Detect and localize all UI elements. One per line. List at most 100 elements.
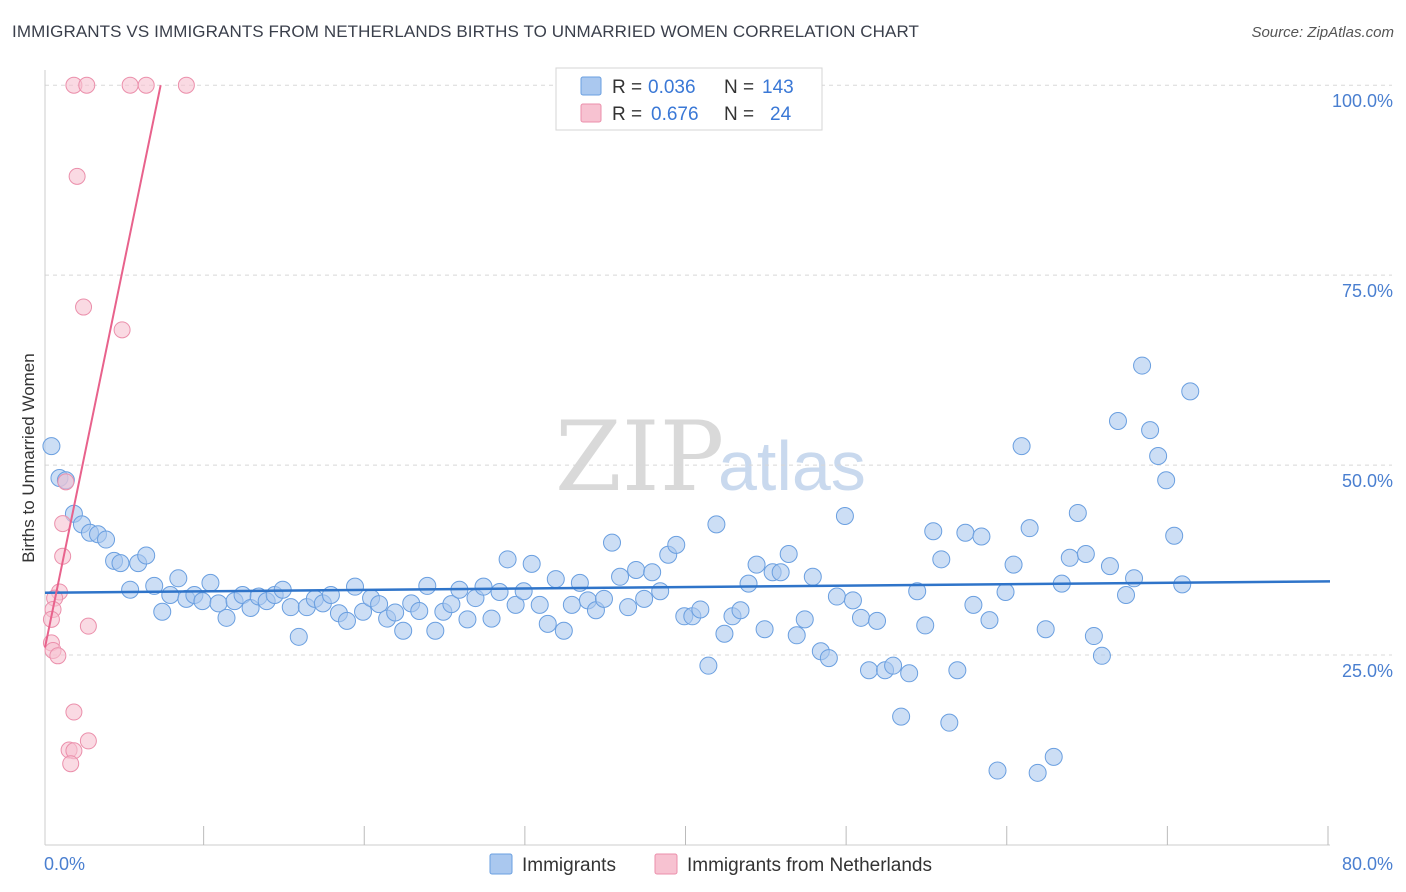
series-netherlands-points	[42, 76, 195, 773]
watermark-atlas: atlas	[718, 427, 866, 505]
series-legend-swatch-immigrants	[489, 853, 513, 875]
legend-r-value-2: 0.676	[651, 104, 699, 125]
data-point	[1044, 747, 1063, 766]
data-point	[1141, 421, 1160, 440]
data-point	[924, 522, 943, 541]
data-point	[111, 554, 130, 573]
data-point	[611, 567, 630, 586]
data-point	[426, 621, 445, 640]
data-point	[49, 647, 67, 665]
stats-legend-swatch-netherlands	[580, 103, 602, 123]
data-point	[835, 507, 854, 526]
y-axis-label: Births to Unmarried Women	[19, 353, 38, 562]
data-point	[1084, 627, 1103, 646]
legend-r-label-1: R =	[612, 77, 642, 98]
data-point	[916, 616, 935, 635]
data-point	[1157, 471, 1176, 490]
x-tick-label-max: 80.0%	[1342, 854, 1393, 874]
data-point	[948, 661, 967, 680]
data-point	[161, 586, 180, 605]
data-point	[490, 582, 509, 601]
data-point	[1165, 526, 1184, 545]
watermark-zip: ZIP	[555, 401, 724, 513]
data-point	[458, 610, 477, 629]
data-point	[386, 603, 405, 622]
data-point	[370, 595, 389, 614]
stats-legend: R = 0.036 N = 143 R = 0.676 N = 24	[555, 67, 823, 131]
data-point	[193, 592, 212, 611]
data-point	[137, 76, 155, 94]
data-point	[747, 555, 766, 574]
data-point	[474, 577, 493, 596]
data-point	[498, 550, 517, 569]
data-point	[964, 595, 983, 614]
data-point	[603, 533, 622, 552]
data-point	[514, 582, 533, 601]
legend-r-label-2: R =	[612, 104, 642, 125]
legend-n-label-1: N =	[724, 77, 754, 98]
data-point	[217, 608, 236, 627]
data-point	[337, 611, 356, 630]
y-tick-labels: 25.0% 50.0% 75.0% 100.0%	[1332, 91, 1393, 681]
data-point	[289, 627, 308, 646]
data-point	[619, 598, 638, 617]
data-point	[1060, 548, 1079, 567]
data-point	[868, 611, 887, 630]
data-point	[699, 656, 718, 675]
trendline-netherlands	[44, 84, 162, 648]
data-point	[57, 473, 75, 491]
data-point	[1028, 763, 1047, 782]
y-tick-label: 100.0%	[1332, 91, 1393, 111]
data-point	[418, 576, 437, 595]
data-point	[153, 602, 172, 621]
x-tick-label-min: 0.0%	[44, 854, 85, 874]
legend-n-value-2: 24	[770, 104, 792, 125]
data-point	[113, 321, 131, 339]
data-point	[803, 567, 822, 586]
data-point	[739, 574, 758, 593]
series-legend-label-immigrants: Immigrants	[522, 855, 616, 876]
data-point	[715, 624, 734, 643]
data-point	[1133, 356, 1152, 375]
data-point	[169, 569, 188, 588]
data-point	[1092, 646, 1111, 665]
data-point	[1004, 555, 1023, 574]
data-point	[410, 601, 429, 620]
legend-r-value-1: 0.036	[648, 77, 696, 98]
data-point	[940, 713, 959, 732]
data-point	[201, 573, 220, 592]
data-point	[482, 609, 501, 628]
data-point	[594, 589, 613, 608]
data-point	[860, 661, 879, 680]
data-point	[667, 535, 686, 554]
y-tick-label: 50.0%	[1342, 471, 1393, 491]
data-point	[54, 515, 72, 533]
data-point	[908, 582, 927, 601]
data-point	[65, 703, 83, 721]
data-point	[900, 664, 919, 683]
data-point	[884, 656, 903, 675]
series-legend-label-netherlands: Immigrants from Netherlands	[687, 855, 932, 876]
data-point	[1149, 446, 1168, 465]
data-point	[1100, 557, 1119, 576]
data-point	[530, 595, 549, 614]
data-point	[996, 582, 1015, 601]
chart-title: IMMIGRANTS VS IMMIGRANTS FROM NETHERLAND…	[12, 22, 920, 41]
data-point	[1117, 586, 1136, 605]
data-point	[562, 595, 581, 614]
data-point	[643, 563, 662, 582]
data-point	[42, 437, 61, 456]
legend-n-value-1: 143	[762, 77, 794, 98]
data-point	[522, 554, 541, 573]
data-point	[843, 591, 862, 610]
data-point	[442, 595, 461, 614]
data-point	[546, 570, 565, 589]
data-point	[1020, 519, 1039, 538]
data-point	[851, 608, 870, 627]
data-point	[932, 550, 951, 569]
stats-legend-swatch-immigrants	[580, 76, 602, 96]
data-point	[121, 580, 140, 599]
data-point	[707, 515, 726, 534]
data-point	[635, 589, 654, 608]
